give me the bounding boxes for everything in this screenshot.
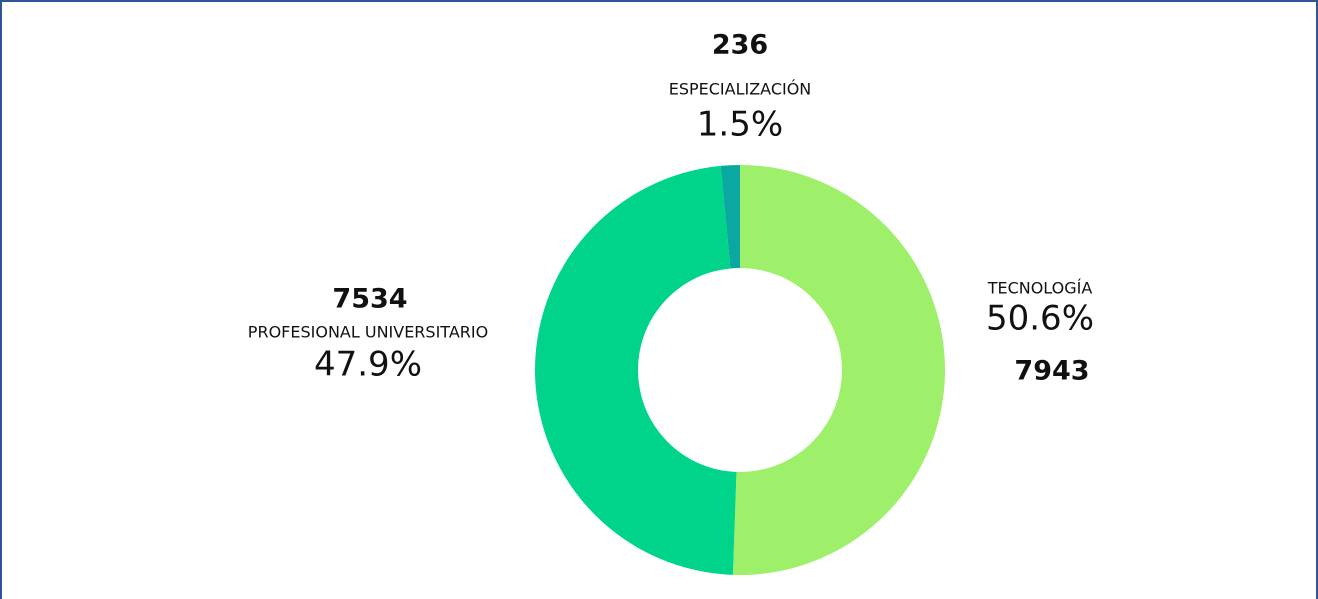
slice-name: TECNOLOGÍA <box>987 279 1093 298</box>
slice-percent: 1.5% <box>697 105 783 145</box>
slice-count: 7534 <box>332 284 407 315</box>
slice-percent: 50.6% <box>986 299 1094 339</box>
donut-slice <box>732 165 946 576</box>
slice-name: ESPECIALIZACIÓN <box>669 80 812 99</box>
slice-count: 236 <box>712 30 768 61</box>
slice-count: 7943 <box>1014 356 1089 387</box>
donut-slice <box>535 165 737 575</box>
donut-slice <box>720 165 740 269</box>
slice-percent: 47.9% <box>314 345 422 385</box>
slice-name: PROFESIONAL UNIVERSITARIO <box>248 323 488 342</box>
